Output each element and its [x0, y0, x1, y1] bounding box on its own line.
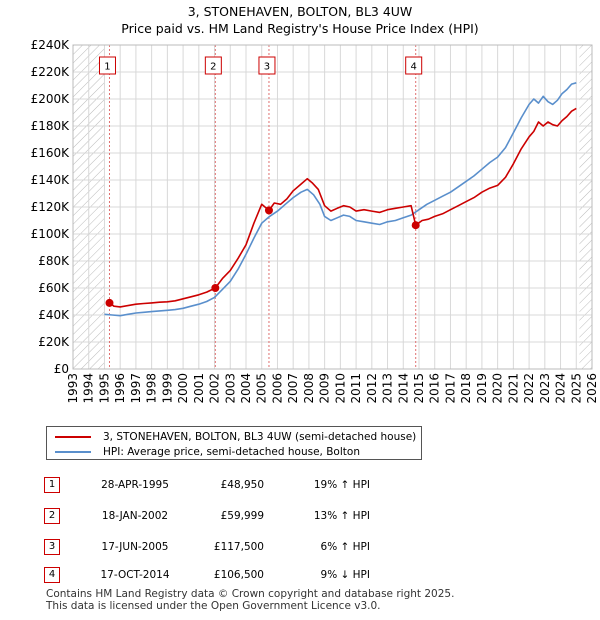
- x-tick-label: 2003: [223, 373, 237, 404]
- x-tick-label: 2011: [349, 373, 363, 404]
- sale-hpi-change: 13% ↑ HPI: [313, 510, 370, 522]
- x-tick-label: 2024: [554, 373, 568, 404]
- x-tick-label: 2021: [506, 373, 520, 404]
- x-tick-label: 2001: [192, 373, 206, 404]
- x-tick-label: 2007: [286, 373, 300, 404]
- x-tick-label: 1996: [113, 373, 127, 404]
- sale-label-number: 1: [104, 62, 110, 73]
- y-tick-label: £20K: [38, 335, 70, 349]
- sale-point: [411, 221, 420, 230]
- x-tick-label: 1999: [160, 373, 174, 404]
- x-tick-label: 2004: [239, 373, 253, 404]
- x-tick-label: 2018: [459, 373, 473, 404]
- price-chart: 3, STONEHAVEN, BOLTON, BL3 4UW Price pai…: [31, 4, 599, 404]
- x-tick-label: 2025: [569, 373, 583, 404]
- x-tick-label: 2000: [176, 373, 190, 404]
- series-line: [104, 82, 577, 317]
- sale-number-badge: 3: [44, 539, 60, 555]
- sale-price: £106,500: [213, 569, 264, 581]
- sale-label-number: 4: [411, 62, 417, 73]
- sale-date: 17-JUN-2005: [101, 541, 169, 553]
- sale-label-number: 2: [210, 62, 216, 73]
- sale-point: [105, 298, 114, 307]
- sale-date: 18-JAN-2002: [101, 510, 169, 522]
- sale-label-box: [204, 56, 222, 75]
- sale-number-badge: 4: [44, 567, 60, 583]
- x-tick-label: 2016: [428, 373, 442, 404]
- x-tick-label: 2026: [585, 373, 599, 404]
- x-tick-label: 2020: [491, 373, 505, 404]
- sale-row: 1 28-APR-1995 £48,950 19% ↑ HPI: [40, 476, 560, 496]
- footer-line-copyright: Contains HM Land Registry data © Crown c…: [46, 588, 455, 600]
- x-tick-label: 2014: [396, 373, 410, 404]
- x-tick-label: 2009: [318, 373, 332, 404]
- sale-row: 3 17-JUN-2005 £117,500 6% ↑ HPI: [40, 538, 560, 558]
- x-tick-label: 2002: [208, 373, 222, 404]
- sale-number-badge: 1: [44, 477, 60, 493]
- legend-swatch-hpi: [55, 451, 91, 453]
- x-tick-label: 2023: [538, 373, 552, 404]
- y-tick-label: £160K: [31, 146, 71, 160]
- chart-subtitle: Price paid vs. HM Land Registry's House …: [121, 21, 478, 36]
- x-tick-label: 1994: [82, 373, 96, 404]
- x-tick-label: 2019: [475, 373, 489, 404]
- y-tick-label: £100K: [31, 227, 71, 241]
- sale-price: £48,950: [220, 479, 264, 491]
- chart-title: 3, STONEHAVEN, BOLTON, BL3 4UW: [188, 4, 413, 19]
- sale-row: 2 18-JAN-2002 £59,999 13% ↑ HPI: [40, 507, 560, 527]
- x-tick-label: 2005: [255, 373, 269, 404]
- sale-price: £117,500: [213, 541, 264, 553]
- x-tick-label: 1998: [145, 373, 159, 404]
- y-tick-label: £60K: [38, 281, 70, 295]
- plot-border: [72, 44, 593, 370]
- sale-price: £59,999: [220, 510, 264, 522]
- x-tick-label: 2015: [412, 373, 426, 404]
- footer-attribution: Contains HM Land Registry data © Crown c…: [46, 588, 454, 612]
- y-tick-label: £120K: [31, 200, 71, 214]
- x-tick-label: 2012: [365, 373, 379, 404]
- y-tick-label: £180K: [31, 119, 71, 133]
- legend-label-property: 3, STONEHAVEN, BOLTON, BL3 4UW (semi-det…: [103, 431, 417, 443]
- legend-swatch-property: [55, 436, 91, 438]
- y-tick-label: £200K: [31, 92, 71, 106]
- sale-point: [264, 206, 273, 215]
- sale-number-badge: 2: [44, 508, 60, 524]
- legend-item-hpi: HPI: Average price, semi-detached house,…: [55, 445, 360, 459]
- x-tick-label: 2010: [333, 373, 347, 404]
- x-tick-label: 1993: [66, 373, 80, 404]
- sale-hpi-change: 6% ↑ HPI: [320, 541, 370, 553]
- sale-date: 28-APR-1995: [101, 479, 169, 491]
- sale-label-box: [98, 56, 116, 75]
- y-tick-label: £140K: [31, 173, 71, 187]
- series-line: [109, 107, 577, 308]
- y-tick-label: £0: [54, 362, 69, 376]
- sale-label-box: [258, 56, 276, 75]
- legend-label-hpi: HPI: Average price, semi-detached house,…: [103, 446, 360, 458]
- sale-label-box: [405, 56, 423, 75]
- y-tick-label: £220K: [31, 65, 71, 79]
- x-tick-label: 2017: [443, 373, 457, 404]
- sale-row: 4 17-OCT-2014 £106,500 9% ↓ HPI: [40, 566, 560, 586]
- sale-hpi-change: 9% ↓ HPI: [320, 569, 370, 581]
- chart-legend: 3, STONEHAVEN, BOLTON, BL3 4UW (semi-det…: [46, 426, 422, 460]
- x-tick-label: 2006: [270, 373, 284, 404]
- x-tick-label: 2013: [381, 373, 395, 404]
- sale-hpi-change: 19% ↑ HPI: [313, 479, 370, 491]
- legend-item-property: 3, STONEHAVEN, BOLTON, BL3 4UW (semi-det…: [55, 430, 416, 444]
- x-tick-label: 2008: [302, 373, 316, 404]
- y-tick-label: £40K: [38, 308, 70, 322]
- y-tick-label: £240K: [31, 38, 71, 52]
- footer-line-licence: This data is licensed under the Open Gov…: [46, 600, 381, 612]
- x-tick-label: 2022: [522, 373, 536, 404]
- sale-point: [211, 284, 220, 293]
- sale-date: 17-OCT-2014: [100, 569, 170, 581]
- x-tick-label: 1995: [97, 373, 111, 404]
- sale-label-number: 3: [264, 62, 270, 73]
- y-tick-label: £80K: [38, 254, 70, 268]
- x-tick-label: 1997: [129, 373, 143, 404]
